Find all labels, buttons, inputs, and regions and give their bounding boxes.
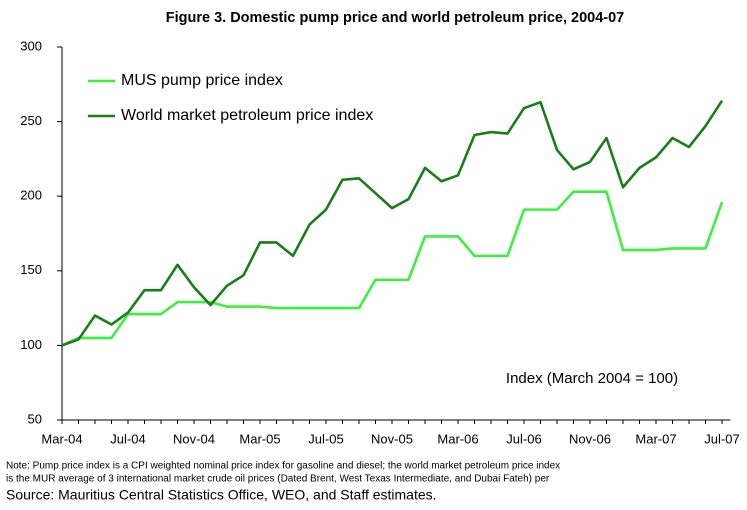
x-tick-label: Nov-04 bbox=[173, 431, 215, 446]
legend-label: World market petroleum price index bbox=[121, 107, 373, 124]
x-tick-label: Mar-06 bbox=[437, 431, 478, 446]
x-tick-label: Nov-05 bbox=[371, 431, 413, 446]
x-tick-label: Nov-06 bbox=[569, 431, 611, 446]
x-tick-label: Jul-06 bbox=[506, 431, 541, 446]
source: Source: Mauritius Central Statistics Off… bbox=[6, 487, 437, 503]
x-tick-label: Mar-04 bbox=[41, 431, 82, 446]
legend-label: MUS pump price index bbox=[121, 72, 283, 89]
x-tick-label: Jul-05 bbox=[308, 431, 343, 446]
series-line bbox=[61, 190, 724, 347]
y-tick-label: 200 bbox=[20, 188, 42, 203]
x-tick-label: Mar-05 bbox=[239, 431, 280, 446]
annotation: Index (March 2004 = 100) bbox=[506, 370, 678, 387]
note: Note: Pump price index is a CPI weighted… bbox=[6, 461, 560, 472]
series-line bbox=[61, 100, 724, 347]
y-tick-label: 300 bbox=[20, 38, 42, 53]
x-tick-label: Mar-07 bbox=[635, 431, 676, 446]
y-tick-label: 250 bbox=[20, 113, 42, 128]
y-tick-label: 150 bbox=[20, 262, 42, 277]
y-tick-label: 50 bbox=[28, 411, 42, 426]
chart-title: Figure 3. Domestic pump price and world … bbox=[166, 10, 625, 26]
y-tick-label: 100 bbox=[20, 337, 42, 352]
note: is the MUR average of 3 international ma… bbox=[6, 474, 550, 485]
x-tick-label: Jul-04 bbox=[110, 431, 145, 446]
x-tick-label: Jul-07 bbox=[704, 431, 739, 446]
